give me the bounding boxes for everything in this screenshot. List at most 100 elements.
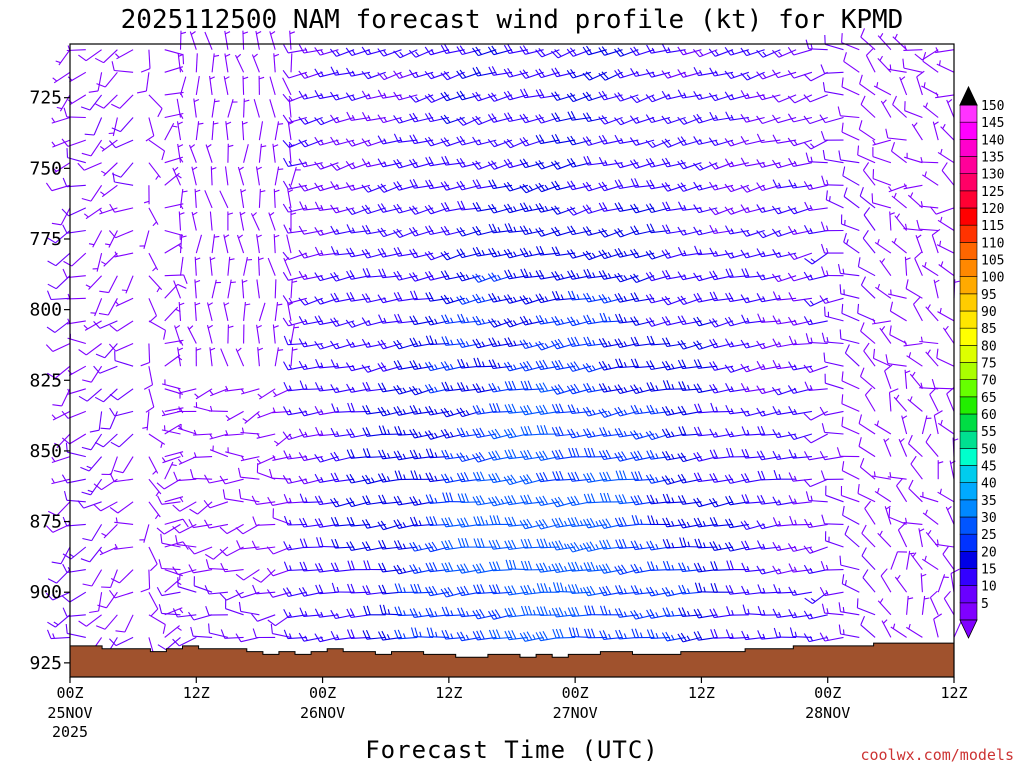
barb-half-flag — [544, 343, 549, 348]
wind-barb — [614, 494, 639, 505]
wind-barb — [251, 53, 260, 73]
barb-flag — [582, 46, 589, 56]
wind-barb — [740, 249, 765, 259]
barb-flag — [78, 620, 87, 627]
barb-flag — [629, 95, 638, 103]
wind-barb — [646, 381, 670, 392]
barb-half-flag — [351, 49, 356, 55]
barb-flag — [412, 205, 419, 214]
barb-flag — [646, 629, 652, 639]
barb-half-flag — [434, 386, 438, 392]
barb-flag — [393, 565, 400, 575]
wind-barb — [756, 407, 781, 417]
wind-barb — [189, 501, 213, 515]
barb-half-flag — [548, 587, 552, 593]
barb-staff — [208, 567, 228, 571]
barb-flag — [566, 363, 574, 372]
wind-barb — [787, 94, 813, 104]
barb-flag — [771, 273, 779, 282]
barb-flag — [551, 340, 558, 350]
barb-half-flag — [383, 138, 387, 144]
barb-flag — [551, 498, 558, 508]
barb-flag — [681, 562, 687, 572]
barb-flag — [443, 407, 451, 417]
barb-staff — [223, 302, 229, 322]
barb-flag — [475, 202, 482, 211]
wind-barb — [741, 494, 765, 504]
barb-flag — [558, 562, 564, 572]
wind-barb — [240, 388, 260, 395]
wind-barb — [194, 301, 201, 321]
barb-staff — [288, 71, 307, 79]
barb-flag — [361, 338, 368, 348]
wind-barb — [109, 501, 134, 514]
wind-barb — [114, 543, 134, 550]
wind-barb — [394, 629, 418, 640]
wind-barb — [440, 270, 465, 281]
barb-flag — [507, 540, 513, 550]
wind-barb — [115, 49, 134, 60]
wind-barb — [393, 384, 418, 395]
barb-half-flag — [195, 189, 201, 193]
wind-barb — [256, 432, 276, 439]
barb-half-flag — [731, 633, 734, 639]
barb-flag — [554, 67, 561, 77]
barb-flag — [108, 230, 116, 239]
wind-barb — [98, 207, 118, 215]
barb-flag — [772, 359, 778, 369]
barb-flag — [757, 584, 762, 594]
barb-half-flag — [351, 227, 356, 233]
barb-flag — [681, 315, 687, 325]
barb-flag — [677, 247, 684, 257]
barb-half-flag — [335, 343, 340, 349]
wind-barb — [179, 76, 187, 96]
barb-flag — [505, 559, 510, 570]
barb-flag — [708, 161, 716, 170]
barb-staff — [114, 521, 134, 525]
barb-half-flag — [608, 609, 612, 615]
barb-flag — [377, 473, 384, 483]
barb-flag — [424, 271, 431, 281]
barb-flag — [649, 250, 656, 259]
barb-flag — [538, 68, 545, 77]
wind-barb — [256, 234, 262, 254]
barb-flag — [396, 384, 403, 394]
barb-flag — [677, 340, 684, 350]
barb-flag — [511, 607, 517, 617]
barb-flag — [428, 179, 435, 189]
barb-flag — [397, 540, 403, 550]
wind-barb — [179, 188, 188, 208]
barb-flag — [740, 204, 747, 213]
wind-barb — [99, 275, 118, 294]
wind-barb — [425, 516, 449, 527]
barb-half-flag — [51, 414, 57, 419]
barb-flag — [319, 537, 324, 547]
wind-barb — [456, 338, 481, 348]
barb-flag — [283, 335, 289, 345]
barb-flag — [380, 183, 388, 192]
barb-flag — [585, 250, 593, 259]
barb-flag — [496, 515, 501, 525]
barb-flag — [366, 560, 371, 570]
wind-barb — [472, 66, 497, 77]
barb-staff — [148, 320, 166, 331]
wind-barb — [82, 365, 103, 383]
wind-barb — [330, 225, 355, 235]
barb-flag — [583, 156, 589, 166]
barb-flag — [586, 406, 593, 416]
barb-flag — [362, 495, 368, 505]
wind-barb — [487, 203, 513, 214]
barb-flag — [381, 268, 387, 278]
wind-barb — [61, 207, 87, 217]
barb-flag — [393, 540, 399, 550]
wind-barb — [472, 273, 497, 283]
wind-barb — [440, 91, 465, 102]
wind-barb — [298, 428, 323, 438]
barb-flag — [440, 295, 447, 305]
barb-flag — [693, 66, 699, 76]
barb-flag — [614, 48, 621, 57]
barb-flag — [619, 470, 624, 480]
barb-half-flag — [336, 164, 341, 170]
barb-flag — [535, 49, 543, 58]
barb-flag — [270, 624, 273, 634]
